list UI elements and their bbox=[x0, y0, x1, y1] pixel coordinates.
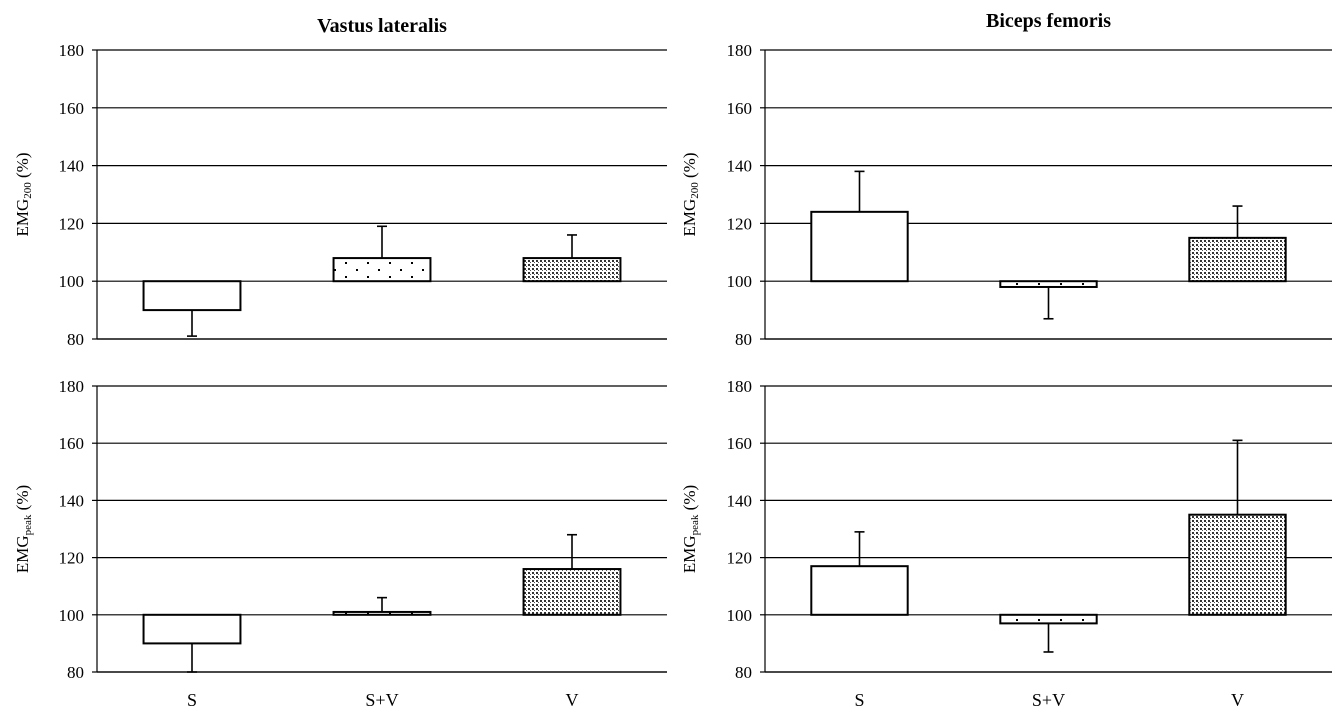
x-category-label: V bbox=[1231, 690, 1244, 710]
chart-panel-3: 80 100 120 140 160 180 EMGpeak (%) S S+V V bbox=[13, 377, 667, 710]
chart-title: Biceps femoris bbox=[986, 10, 1111, 32]
bar-v bbox=[522, 257, 622, 283]
y-tick-label: 140 bbox=[59, 491, 85, 510]
y-tick-label: 80 bbox=[67, 663, 84, 682]
y-tick-label: 140 bbox=[727, 491, 753, 510]
bar-s bbox=[810, 565, 909, 616]
x-category-label: S+V bbox=[365, 690, 398, 710]
bar-s-plus-v bbox=[332, 257, 432, 283]
bar-v bbox=[522, 568, 622, 616]
bar-s bbox=[142, 613, 242, 645]
bar-s-plus-v bbox=[332, 610, 432, 616]
chart-panel-4: 80 100 120 140 160 180 EMGpeak (%) S S+V V bbox=[680, 377, 1332, 710]
y-tick-label: 100 bbox=[727, 606, 753, 625]
y-tick-label: 80 bbox=[735, 663, 752, 682]
y-tick-label: 160 bbox=[59, 434, 85, 453]
y-tick-label: 100 bbox=[59, 272, 85, 291]
y-tick-label: 80 bbox=[67, 330, 84, 349]
y-tick-label: 180 bbox=[59, 377, 85, 396]
chart-panel-2: Biceps femoris 80 100 120 140 160 180 EMG200 (%… bbox=[680, 10, 1332, 349]
bar-v bbox=[1188, 513, 1287, 616]
chart-panel-1: Vastus lateralis 80 100 120 140 160 180 EMG200 … bbox=[13, 15, 667, 349]
y-axis-label: EMGpeak (%) bbox=[680, 485, 701, 573]
y-tick-label: 180 bbox=[59, 41, 85, 60]
y-axis-label: EMG200 (%) bbox=[13, 152, 34, 236]
y-tick-label: 120 bbox=[59, 214, 85, 233]
y-tick-label: 140 bbox=[727, 157, 753, 176]
y-axis-label: EMG200 (%) bbox=[680, 152, 701, 236]
y-axis-label: EMGpeak (%) bbox=[13, 485, 34, 573]
bar-v bbox=[1188, 236, 1287, 283]
y-tick-label: 80 bbox=[735, 330, 752, 349]
y-tick-label: 180 bbox=[727, 41, 753, 60]
bar-s-plus-v bbox=[999, 280, 1098, 288]
y-tick-label: 100 bbox=[59, 606, 85, 625]
bar-s bbox=[142, 280, 242, 312]
y-tick-label: 100 bbox=[727, 272, 753, 291]
bar-s bbox=[810, 210, 909, 283]
x-category-label: V bbox=[566, 690, 579, 710]
y-tick-label: 120 bbox=[727, 549, 753, 568]
y-tick-label: 120 bbox=[59, 549, 85, 568]
y-tick-label: 120 bbox=[727, 214, 753, 233]
y-tick-label: 160 bbox=[59, 99, 85, 118]
y-tick-label: 180 bbox=[727, 377, 753, 396]
x-category-label: S+V bbox=[1032, 690, 1065, 710]
y-tick-label: 140 bbox=[59, 157, 85, 176]
y-tick-label: 160 bbox=[727, 99, 753, 118]
bar-s-plus-v bbox=[999, 613, 1098, 625]
chart-title: Vastus lateralis bbox=[317, 15, 447, 37]
x-category-label: S bbox=[187, 690, 197, 710]
y-tick-label: 160 bbox=[727, 434, 753, 453]
x-category-label: S bbox=[854, 690, 864, 710]
